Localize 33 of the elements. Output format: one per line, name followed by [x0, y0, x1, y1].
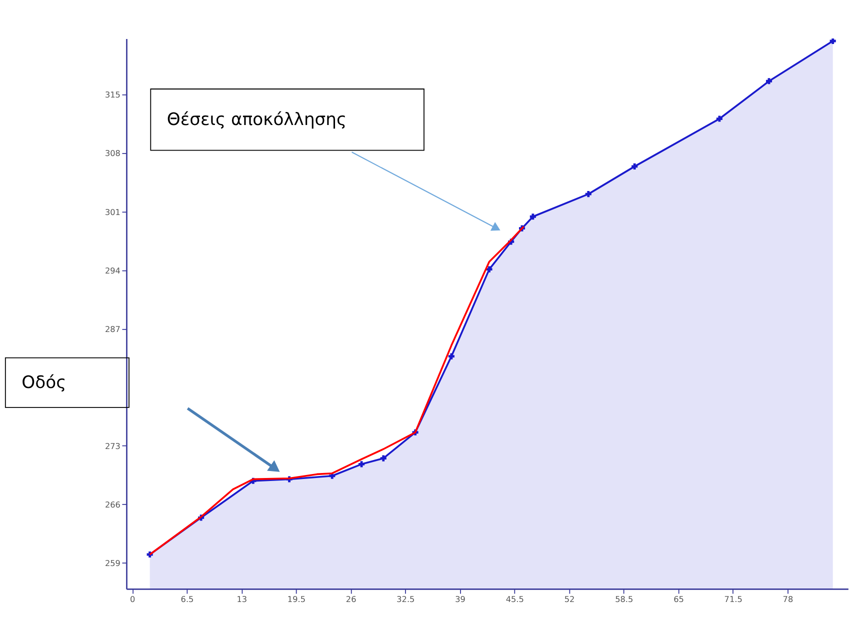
- y-tick-label: 287: [104, 324, 120, 334]
- x-tick-label: 71.5: [724, 594, 742, 604]
- y-tick-label: 294: [104, 265, 120, 276]
- x-tick-label: 45.5: [506, 594, 524, 604]
- point: [830, 38, 836, 44]
- x-tick-label: 39: [455, 594, 466, 604]
- y-tick-label: 315: [104, 90, 120, 100]
- x-tick-label: 78: [782, 594, 794, 604]
- point: [448, 353, 454, 360]
- point: [358, 461, 365, 468]
- point: [632, 163, 638, 170]
- point: [716, 116, 722, 122]
- x-tick-label: 26: [346, 594, 356, 604]
- x-tick-label: 13: [236, 594, 248, 604]
- x-tick-label: 52: [564, 594, 575, 604]
- y-tick-label: 273: [104, 440, 120, 451]
- point: [766, 78, 772, 84]
- y-tick-label: 266: [104, 499, 120, 510]
- text: Οδός: [22, 373, 66, 394]
- point: [530, 214, 536, 220]
- x-tick-label: 32.5: [396, 594, 415, 604]
- x-tick-label: 6.5: [180, 594, 194, 604]
- x-tick-label: 65: [674, 594, 684, 604]
- point: [486, 266, 492, 272]
- y-tick-label: 308: [104, 148, 120, 158]
- point: [585, 191, 592, 198]
- x-tick-label: 19.5: [287, 594, 306, 604]
- y-tick-label: 301: [104, 206, 120, 217]
- point: [380, 455, 386, 462]
- y-tick-label: 259: [104, 558, 120, 568]
- x-tick-label: 58.5: [615, 594, 634, 604]
- x-tick-label: 0: [130, 594, 136, 604]
- annotation: Θέσεις αποκόλλησης: [166, 110, 347, 130]
